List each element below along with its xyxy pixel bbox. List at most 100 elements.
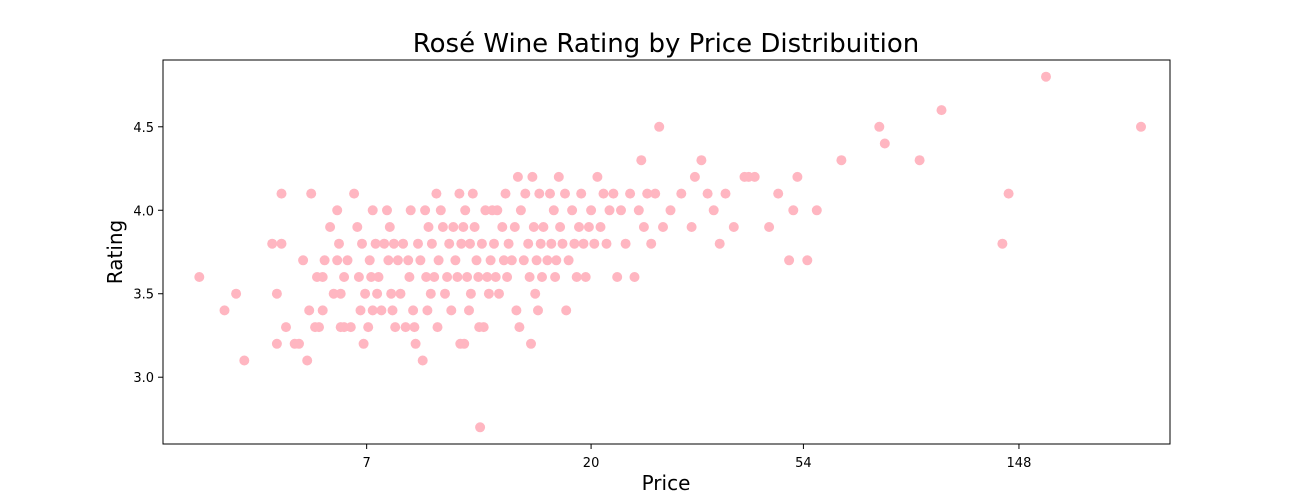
data-point	[465, 238, 475, 249]
data-point	[429, 272, 440, 282]
data-point	[476, 238, 487, 249]
data-point	[231, 288, 242, 299]
data-point	[334, 238, 344, 249]
data-point	[497, 222, 508, 232]
plot-area-frame	[162, 59, 1171, 445]
data-point	[696, 155, 707, 166]
data-point	[586, 205, 597, 216]
data-point	[363, 322, 374, 333]
x-tick-label: 54	[795, 456, 812, 471]
data-point	[370, 238, 381, 249]
data-point	[592, 171, 603, 182]
data-point	[601, 238, 612, 249]
data-point	[421, 272, 432, 282]
data-point	[764, 222, 775, 232]
data-point	[595, 222, 606, 232]
data-point	[345, 322, 356, 333]
data-point	[708, 205, 719, 216]
data-point	[792, 171, 803, 182]
data-point	[589, 238, 600, 249]
data-point	[728, 222, 739, 232]
data-point	[598, 188, 609, 199]
data-point	[784, 255, 795, 266]
data-point	[332, 205, 343, 216]
data-point	[357, 238, 367, 249]
data-point	[1136, 121, 1146, 132]
data-point	[567, 205, 578, 216]
data-point	[276, 238, 287, 249]
data-point	[433, 255, 444, 266]
data-point	[551, 255, 562, 266]
data-point	[395, 288, 406, 299]
data-point	[654, 121, 665, 132]
data-point	[194, 272, 205, 282]
data-point	[314, 322, 324, 333]
data-point	[355, 305, 366, 316]
data-point	[512, 171, 523, 182]
data-point	[560, 188, 570, 199]
data-point	[616, 205, 626, 216]
data-point	[410, 338, 421, 349]
data-point	[367, 305, 378, 316]
data-point	[317, 305, 328, 316]
data-point	[420, 205, 431, 216]
data-point	[317, 272, 328, 282]
data-point	[349, 188, 360, 199]
data-point	[574, 222, 584, 232]
data-point	[458, 222, 469, 232]
data-point	[379, 238, 390, 249]
data-point	[658, 222, 668, 232]
data-point	[550, 272, 561, 282]
data-point	[557, 238, 568, 249]
data-point	[386, 288, 397, 299]
data-point	[294, 338, 304, 349]
data-point	[372, 288, 383, 299]
data-point	[462, 272, 473, 282]
y-axis-ticks: 3.0 3.5 4.0 4.5	[133, 121, 163, 386]
data-point	[219, 305, 230, 316]
data-point	[535, 238, 546, 249]
data-point	[936, 105, 947, 116]
data-point	[490, 272, 501, 282]
data-point	[578, 238, 589, 249]
data-point	[545, 188, 555, 199]
data-point	[400, 322, 411, 333]
data-point	[440, 288, 450, 299]
data-point	[485, 255, 496, 266]
data-point	[676, 188, 687, 199]
data-point	[382, 205, 392, 216]
data-point	[460, 205, 471, 216]
data-point	[604, 205, 615, 216]
data-point	[325, 222, 336, 232]
data-point	[620, 238, 631, 249]
data-point	[518, 255, 529, 266]
x-tick-label: 148	[1007, 456, 1032, 471]
data-point	[714, 238, 725, 249]
data-point	[524, 272, 535, 282]
data-point	[526, 338, 536, 349]
data-point	[417, 355, 428, 366]
data-point	[459, 338, 470, 349]
y-tick-label: 3.5	[133, 288, 154, 303]
data-point	[531, 255, 542, 266]
data-point	[773, 188, 784, 199]
data-point	[383, 255, 394, 266]
data-point	[452, 272, 463, 282]
data-point	[1041, 71, 1051, 82]
data-point	[515, 205, 526, 216]
data-point	[638, 222, 649, 232]
data-point	[874, 121, 885, 132]
data-point	[636, 155, 647, 166]
data-point	[423, 222, 434, 232]
data-point	[435, 205, 446, 216]
data-point	[665, 205, 676, 216]
data-point	[352, 222, 363, 232]
data-point	[319, 255, 330, 266]
data-point	[409, 322, 420, 333]
data-point	[298, 255, 309, 266]
data-point	[633, 205, 644, 216]
data-point	[702, 188, 713, 199]
data-point	[569, 238, 580, 249]
data-point	[537, 272, 547, 282]
